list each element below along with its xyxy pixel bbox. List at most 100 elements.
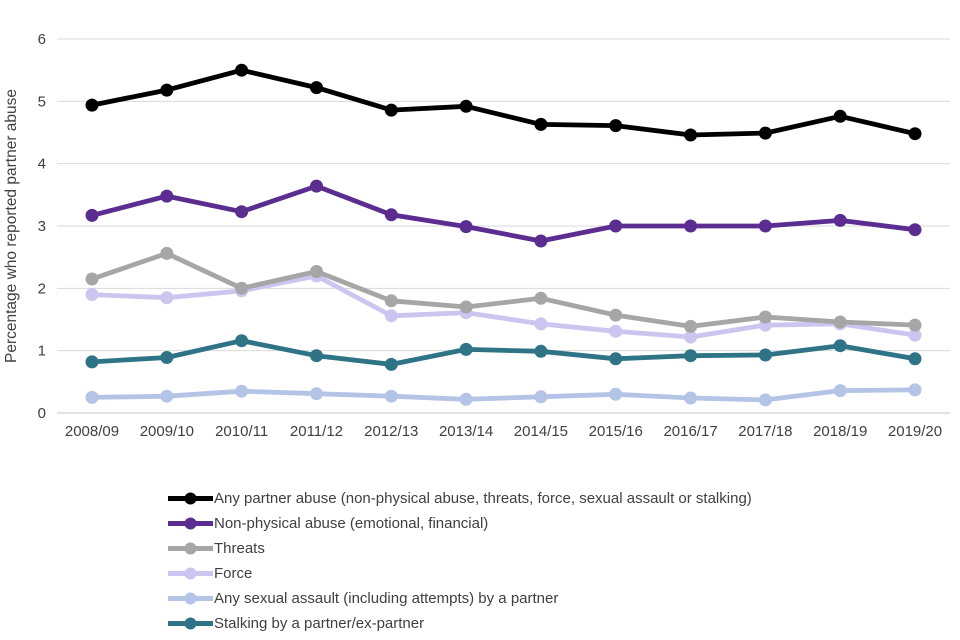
series-point (384, 103, 398, 117)
series-point (310, 179, 323, 193)
series-point (684, 319, 698, 333)
series-point (384, 309, 398, 323)
series-point (310, 349, 323, 363)
series-point (908, 318, 922, 332)
series-point (609, 352, 623, 366)
series-point (534, 291, 548, 305)
series-point (609, 119, 623, 133)
series-point (534, 344, 548, 358)
series-point (684, 219, 698, 233)
series-point (908, 352, 922, 366)
series-point (758, 219, 772, 233)
y-tick-label: 1 (38, 343, 46, 360)
series-point (833, 384, 847, 398)
series-point (908, 383, 922, 397)
series-point (384, 357, 398, 371)
series-point (235, 334, 249, 348)
legend-marker-line-dot-icon (168, 517, 213, 530)
series-point (384, 389, 398, 403)
legend-item: Threats (168, 536, 752, 561)
legend-marker-line-dot-icon (168, 567, 213, 580)
series-point (684, 349, 698, 363)
x-tick-label: 2017/18 (738, 423, 792, 440)
series-point (833, 315, 847, 329)
series-point (160, 246, 174, 260)
series-point (908, 223, 922, 237)
series-point (85, 208, 99, 222)
legend-item: Non-physical abuse (emotional, financial… (168, 511, 752, 536)
series-point (758, 348, 772, 362)
x-tick-label: 2015/16 (589, 423, 643, 440)
y-tick-label: 3 (38, 218, 46, 235)
series-point (459, 300, 473, 314)
legend-item: Stalking by a partner/ex-partner (168, 611, 752, 636)
series-point (160, 83, 174, 97)
series-point (534, 117, 548, 131)
series-line (89, 251, 918, 329)
series-point (310, 81, 323, 95)
series-point (85, 288, 99, 302)
series-line (89, 67, 918, 138)
series-point (684, 128, 698, 142)
series-point (160, 291, 174, 305)
series-point (384, 208, 398, 222)
x-tick-label: 2018/19 (813, 423, 867, 440)
series-point (85, 390, 99, 404)
legend-item: Any sexual assault (including attempts) … (168, 586, 752, 611)
x-tick-label: 2016/17 (663, 423, 717, 440)
x-tick-label: 2008/09 (65, 423, 119, 440)
series-point (160, 351, 174, 364)
y-tick-label: 0 (38, 405, 46, 422)
series-point (609, 308, 623, 322)
series-point (459, 392, 473, 406)
series-point (833, 213, 847, 227)
series-point (908, 328, 922, 342)
legend-item: Force (168, 561, 752, 586)
x-tick-label: 2014/15 (514, 423, 568, 440)
x-tick-label: 2011/12 (290, 423, 343, 440)
legend-marker-line-dot-icon (168, 592, 213, 605)
series-point (160, 189, 174, 203)
series-point (459, 342, 473, 356)
series-line (89, 273, 918, 340)
series-point (609, 219, 623, 233)
x-tick-label: 2009/10 (140, 423, 194, 440)
y-tick-label: 5 (38, 93, 46, 110)
series-point (384, 294, 398, 308)
series-point (235, 63, 249, 77)
series-point (85, 272, 99, 286)
series-line (89, 387, 918, 403)
series-point (534, 234, 548, 248)
series-point (534, 390, 548, 404)
series-point (833, 109, 847, 123)
chart-legend: Any partner abuse (non-physical abuse, t… (168, 486, 752, 636)
x-tick-label: 2019/20 (888, 423, 942, 440)
series-line (89, 183, 918, 244)
legend-label: Threats (214, 540, 265, 557)
y-tick-label: 6 (38, 31, 46, 48)
x-tick-label: 2013/14 (439, 423, 493, 440)
series-point (833, 339, 847, 353)
series-point (609, 324, 623, 338)
series-point (235, 281, 249, 295)
series-point (609, 387, 623, 401)
series-point (85, 98, 99, 112)
x-tick-label: 2010/11 (215, 423, 268, 440)
series-point (758, 126, 772, 140)
series-point (459, 99, 473, 113)
legend-marker-line-dot-icon (168, 617, 213, 630)
series-line (89, 338, 918, 367)
series-point (908, 127, 922, 141)
series-point (459, 220, 473, 234)
series-point (758, 310, 772, 324)
series-point (310, 387, 323, 401)
series-point (160, 389, 174, 403)
series-point (758, 393, 772, 407)
legend-label: Non-physical abuse (emotional, financial… (214, 515, 489, 532)
series-point (684, 330, 698, 344)
series-point (85, 355, 99, 369)
x-tick-label: 2012/13 (364, 423, 418, 440)
y-axis-title: Percentage who reported partner abuse (3, 89, 20, 363)
